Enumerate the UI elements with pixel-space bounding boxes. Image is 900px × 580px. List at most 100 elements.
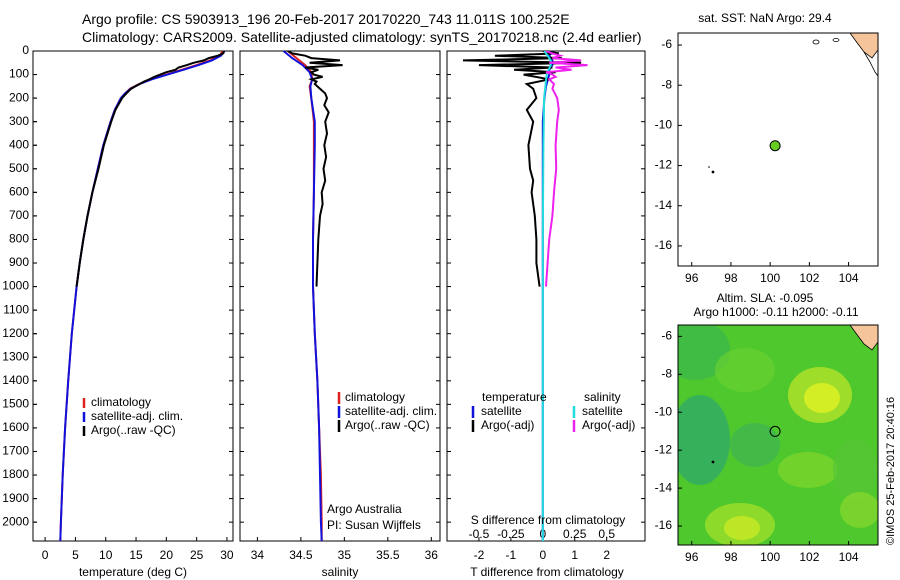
header-line1: Argo profile: CS 5903913_196 20-Feb-2017… bbox=[82, 11, 570, 27]
lon-tick-label: 104 bbox=[839, 550, 859, 564]
argo-float-marker bbox=[769, 140, 781, 152]
salinity-xlabel: salinity bbox=[322, 565, 359, 579]
temperature-lines bbox=[59, 51, 226, 541]
temperature-x-axis: 0 5 10 15 20 25 30 bbox=[33, 50, 234, 562]
difference-legend: temperature salinity satellite Argo(-adj… bbox=[471, 390, 635, 432]
x-tick-label: 5 bbox=[72, 548, 79, 562]
temperature-frame bbox=[32, 50, 234, 542]
sst-map-panel: sat. SST: NaN Argo: 29.4 96 98 100 102 104 -6… bbox=[655, 11, 879, 285]
legend-climatology: climatology bbox=[91, 395, 151, 409]
island-dot bbox=[711, 170, 715, 174]
legend-header-temperature: temperature bbox=[482, 390, 547, 404]
depth-axis: 0 100 200 300 400 500 600 700 800 900 1000 1100 1200… bbox=[2, 43, 37, 528]
difference-frame bbox=[446, 50, 646, 542]
header-line2: Climatology: CARS2009. Satellite-adjuste… bbox=[82, 29, 642, 45]
lat-tick-label: -6 bbox=[661, 37, 672, 51]
legend-argo: Argo(..raw -QC) bbox=[91, 423, 176, 437]
legend-argo: Argo(..raw -QC) bbox=[345, 418, 430, 432]
legend-satellite-adj: satellite-adj. clim. bbox=[91, 409, 183, 423]
x-tick-label: 20 bbox=[160, 548, 174, 562]
depth-tick-label: 500 bbox=[9, 161, 29, 175]
island-outline bbox=[812, 39, 820, 45]
legend-s-argo: Argo(-adj) bbox=[582, 418, 635, 432]
x-tick-label: -1 bbox=[506, 548, 517, 562]
depth-tick-label: 1000 bbox=[2, 279, 29, 293]
x-tick-label: 10 bbox=[99, 548, 113, 562]
difference-x-axis: -2 -1 0 1 2 bbox=[447, 50, 645, 562]
depth-tick-label: 100 bbox=[9, 67, 29, 81]
sst-map-frame bbox=[677, 32, 879, 267]
depth-tick-label: 1800 bbox=[2, 467, 29, 481]
sla-map-title-line2: Argo h1000: -0.11 h2000: -0.11 bbox=[693, 305, 858, 319]
lat-tick-label: -12 bbox=[655, 158, 673, 172]
depth-tick-label: 1200 bbox=[2, 326, 29, 340]
legend-climatology: climatology bbox=[345, 390, 405, 404]
depth-tick-label: 1100 bbox=[3, 302, 29, 316]
lon-tick-label: 96 bbox=[685, 550, 699, 564]
depth-tick-label: 1500 bbox=[2, 397, 29, 411]
x-tick-label: 34.5 bbox=[289, 548, 313, 562]
legend-s-satellite: satellite bbox=[582, 404, 623, 418]
lat-tick-label: -8 bbox=[661, 77, 672, 91]
depth-tick-label: 200 bbox=[9, 90, 29, 104]
x-tick-label: 1 bbox=[571, 548, 578, 562]
lon-tick-label: 98 bbox=[724, 271, 738, 285]
sst-map-title: sat. SST: NaN Argo: 29.4 bbox=[698, 11, 832, 25]
x-tick-label: 35 bbox=[338, 548, 352, 562]
series-line bbox=[287, 51, 323, 541]
island-dot bbox=[711, 460, 715, 464]
temperature-panel: 0100200300400500600700800900100011001200… bbox=[2, 43, 234, 579]
legend-header-salinity: salinity bbox=[584, 390, 621, 404]
depth-tick-label: 300 bbox=[9, 114, 29, 128]
x-tick-label: 36 bbox=[425, 548, 439, 562]
series-line bbox=[75, 51, 225, 287]
legend-t-argo: Argo(-adj) bbox=[481, 418, 534, 432]
legend-satellite-adj: satellite-adj. clim. bbox=[345, 404, 437, 418]
x-tick-label: 15 bbox=[129, 548, 143, 562]
lat-tick-label: -14 bbox=[655, 480, 673, 494]
lat-tick-label: -10 bbox=[655, 118, 673, 132]
top-tick-label: 0.25 bbox=[563, 527, 587, 541]
lat-tick-label: -14 bbox=[655, 198, 673, 212]
lon-tick-label: 98 bbox=[724, 550, 738, 564]
x-tick-label: 25 bbox=[190, 548, 204, 562]
sla-map-frame bbox=[677, 324, 879, 546]
coastline bbox=[863, 51, 879, 77]
island-dot bbox=[708, 166, 710, 168]
series-line bbox=[59, 51, 224, 541]
salinity-legend: climatology satellite-adj. clim. Argo(..… bbox=[337, 390, 437, 432]
lon-tick-label: 102 bbox=[799, 271, 819, 285]
top-tick-label: -0.5 bbox=[469, 527, 490, 541]
annotation-pi: PI: Susan Wijffels bbox=[327, 518, 421, 532]
x-tick-label: 2 bbox=[603, 548, 610, 562]
imos-stamp: ©IMOS 25-Feb-2017 20:40:16 bbox=[885, 397, 897, 545]
depth-tick-label: 700 bbox=[9, 208, 29, 222]
series-line bbox=[541, 51, 552, 541]
argo-float-marker bbox=[769, 425, 781, 437]
depth-tick-label: 600 bbox=[9, 185, 29, 199]
temperature-xlabel: temperature (deg C) bbox=[79, 565, 187, 579]
x-tick-label: -2 bbox=[474, 548, 485, 562]
salinity-x-axis: 34 34.5 35 35.5 36 bbox=[240, 50, 440, 562]
salinity-difference-axis: -0.5 -0.25 0 0.25 0.5 bbox=[469, 527, 616, 541]
series-line bbox=[282, 51, 323, 541]
land-patch bbox=[849, 325, 878, 351]
island-outline bbox=[832, 38, 840, 42]
lon-tick-label: 100 bbox=[760, 271, 780, 285]
x-tick-label: 30 bbox=[220, 548, 234, 562]
sst-map-axes: 96 98 100 102 104 -6 -8 -10 -12 -14 -16 bbox=[655, 37, 859, 285]
depth-tick-label: 1300 bbox=[2, 349, 29, 363]
x-tick-label: 35.5 bbox=[376, 548, 400, 562]
difference-top-label: S difference from climatology bbox=[471, 513, 626, 527]
depth-tick-label: 900 bbox=[9, 255, 29, 269]
top-tick-label: -0.25 bbox=[497, 527, 525, 541]
lat-tick-label: -16 bbox=[655, 238, 673, 252]
sla-map-axes: 96 98 100 102 104 -6 -8 -10 -12 -14 -16 bbox=[655, 329, 859, 564]
difference-panel: -2 -1 0 1 2 -0.5 -0.25 0 0.25 0.5 T difference f… bbox=[446, 50, 646, 579]
depth-tick-label: 0 bbox=[22, 43, 29, 57]
difference-xlabel: T difference from climatology bbox=[470, 565, 624, 579]
sla-map-panel: Altim. SLA: -0.095 Argo h1000: -0.11 h20… bbox=[655, 291, 879, 564]
sla-map-title-line1: Altim. SLA: -0.095 bbox=[717, 291, 814, 305]
depth-tick-label: 1400 bbox=[2, 373, 29, 387]
